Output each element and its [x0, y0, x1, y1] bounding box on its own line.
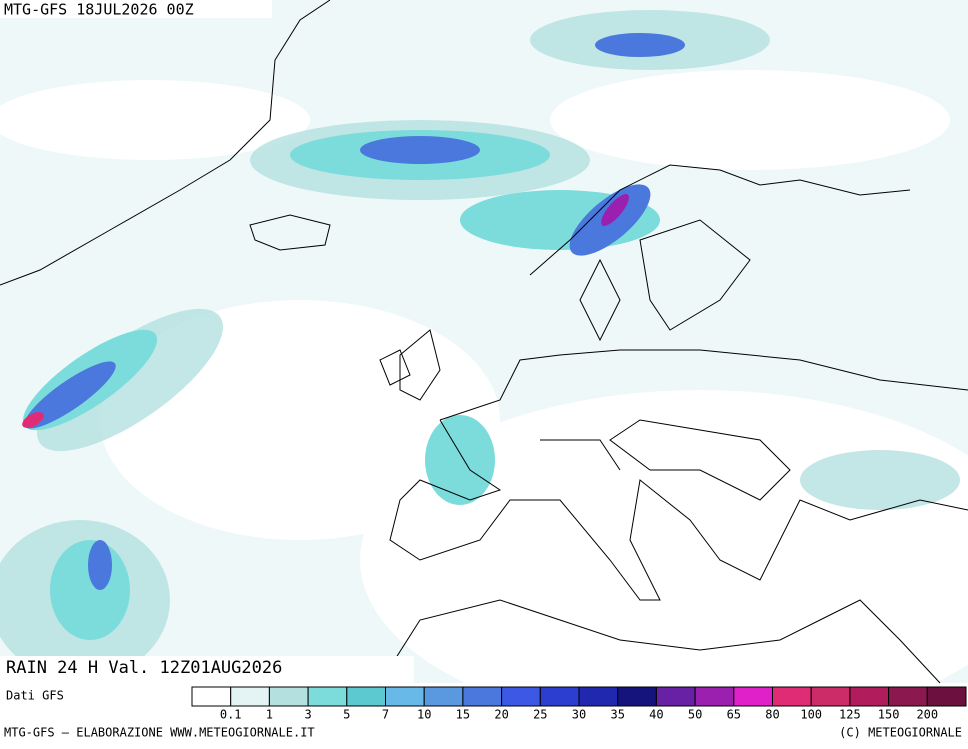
run-title: MTG-GFS 18JUL2026 00Z: [4, 1, 194, 19]
legend-swatch: [385, 686, 425, 707]
map: MTG-GFS 18JUL2026 00Z RAIN 24 H Val. 12Z…: [0, 0, 968, 684]
legend-label: 0.1: [220, 708, 242, 722]
legend-swatch: [501, 686, 541, 707]
legend-swatch: [810, 686, 851, 707]
legend-label: 200: [916, 708, 938, 722]
legend-label: 20: [494, 708, 508, 722]
source-label: Dati GFS: [6, 689, 64, 703]
legend-label: 125: [839, 708, 861, 722]
legend-swatch: [849, 686, 890, 707]
legend-swatch: [772, 686, 812, 707]
legend-swatch: [655, 686, 696, 707]
legend-swatch: [694, 686, 735, 707]
legend-label: 65: [727, 708, 741, 722]
legend-swatch: [191, 686, 232, 707]
legend-swatch: [462, 686, 503, 707]
legend-label: 3: [304, 708, 311, 722]
legend-swatch: [346, 686, 386, 707]
legend-label: 100: [800, 708, 822, 722]
legend-label: 7: [382, 708, 389, 722]
legend-label: 80: [765, 708, 779, 722]
legend-swatch: [268, 686, 309, 707]
legend: 0.1 1 3 5 7 10 15 20 25 30 35 40 50 65 80 100 125 150 200: [191, 686, 967, 722]
legend-swatch: [578, 686, 619, 707]
legend-swatch: [539, 686, 580, 707]
legend-swatch: [230, 686, 270, 707]
legend-label: 1: [266, 708, 273, 722]
legend-label: 15: [456, 708, 470, 722]
legend-label: 35: [610, 708, 624, 722]
legend-swatch: [733, 686, 773, 707]
legend-label: 40: [649, 708, 663, 722]
legend-swatch: [888, 686, 928, 707]
footer-right: (C) METEOGIORNALE: [839, 726, 962, 740]
footer-left: MTG-GFS — ELABORAZIONE WWW.METEOGIORNALE…: [4, 726, 315, 740]
legend-swatch: [423, 686, 464, 707]
legend-label: 30: [572, 708, 586, 722]
legend-label: 25: [533, 708, 547, 722]
legend-swatch: [307, 686, 348, 707]
legend-label: 5: [343, 708, 350, 722]
legend-label: 50: [688, 708, 702, 722]
legend-label: 10: [417, 708, 431, 722]
legend-swatch: [926, 686, 967, 707]
legend-label: 150: [878, 708, 900, 722]
map-label: RAIN 24 H Val. 12Z01AUG2026: [6, 658, 282, 678]
legend-swatch: [617, 686, 657, 707]
